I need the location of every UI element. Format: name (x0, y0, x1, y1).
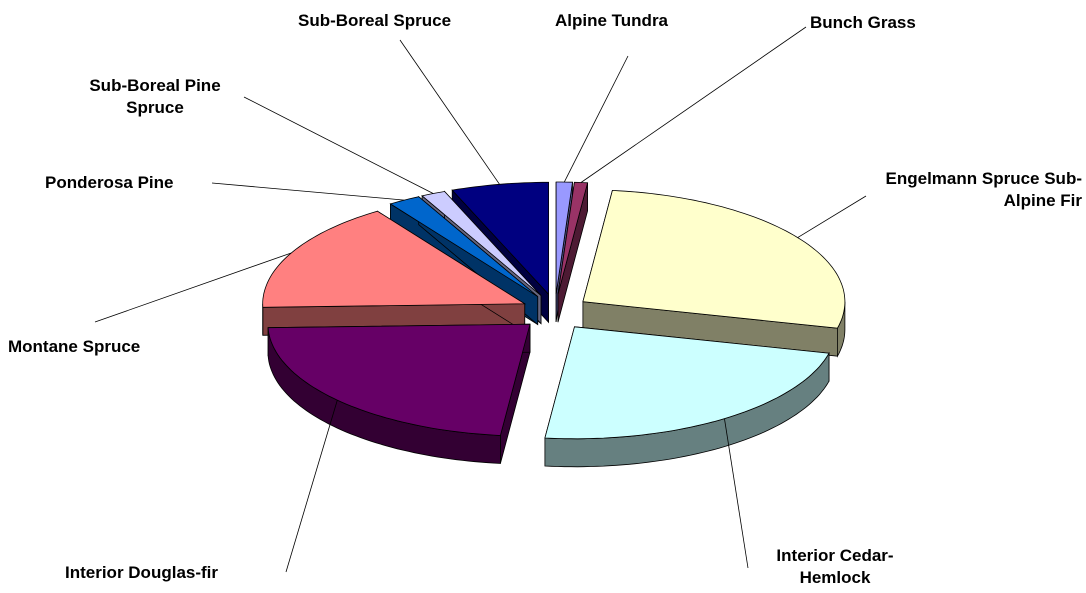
slice-label: Sub-Boreal Spruce (298, 11, 452, 30)
leader-line (580, 26, 807, 183)
slice-label: Montane Spruce (8, 337, 141, 356)
leader-line (285, 399, 338, 573)
slice (544, 326, 830, 440)
slice-label: Alpine Tundra (555, 11, 669, 30)
leader-line (94, 252, 292, 323)
leader-line (243, 96, 434, 194)
slice-label: Ponderosa Pine (45, 173, 174, 192)
leader-line (563, 55, 629, 183)
slice (267, 323, 531, 436)
leader-line (399, 39, 500, 185)
slice-label: Interior Douglas-fir (65, 563, 219, 582)
slice-label: Sub-Boreal Pine Spruce (89, 76, 221, 117)
slice (557, 181, 589, 295)
slice (582, 189, 846, 329)
slice-label: Bunch Grass (810, 13, 916, 32)
slice-label: Engelmann Spruce Sub-Alpine Fir (885, 169, 1082, 210)
leader-line (724, 418, 749, 569)
leader-line (211, 182, 405, 201)
slice-label: Interior Cedar-Hemlock (776, 546, 894, 587)
leader-line (797, 195, 867, 238)
